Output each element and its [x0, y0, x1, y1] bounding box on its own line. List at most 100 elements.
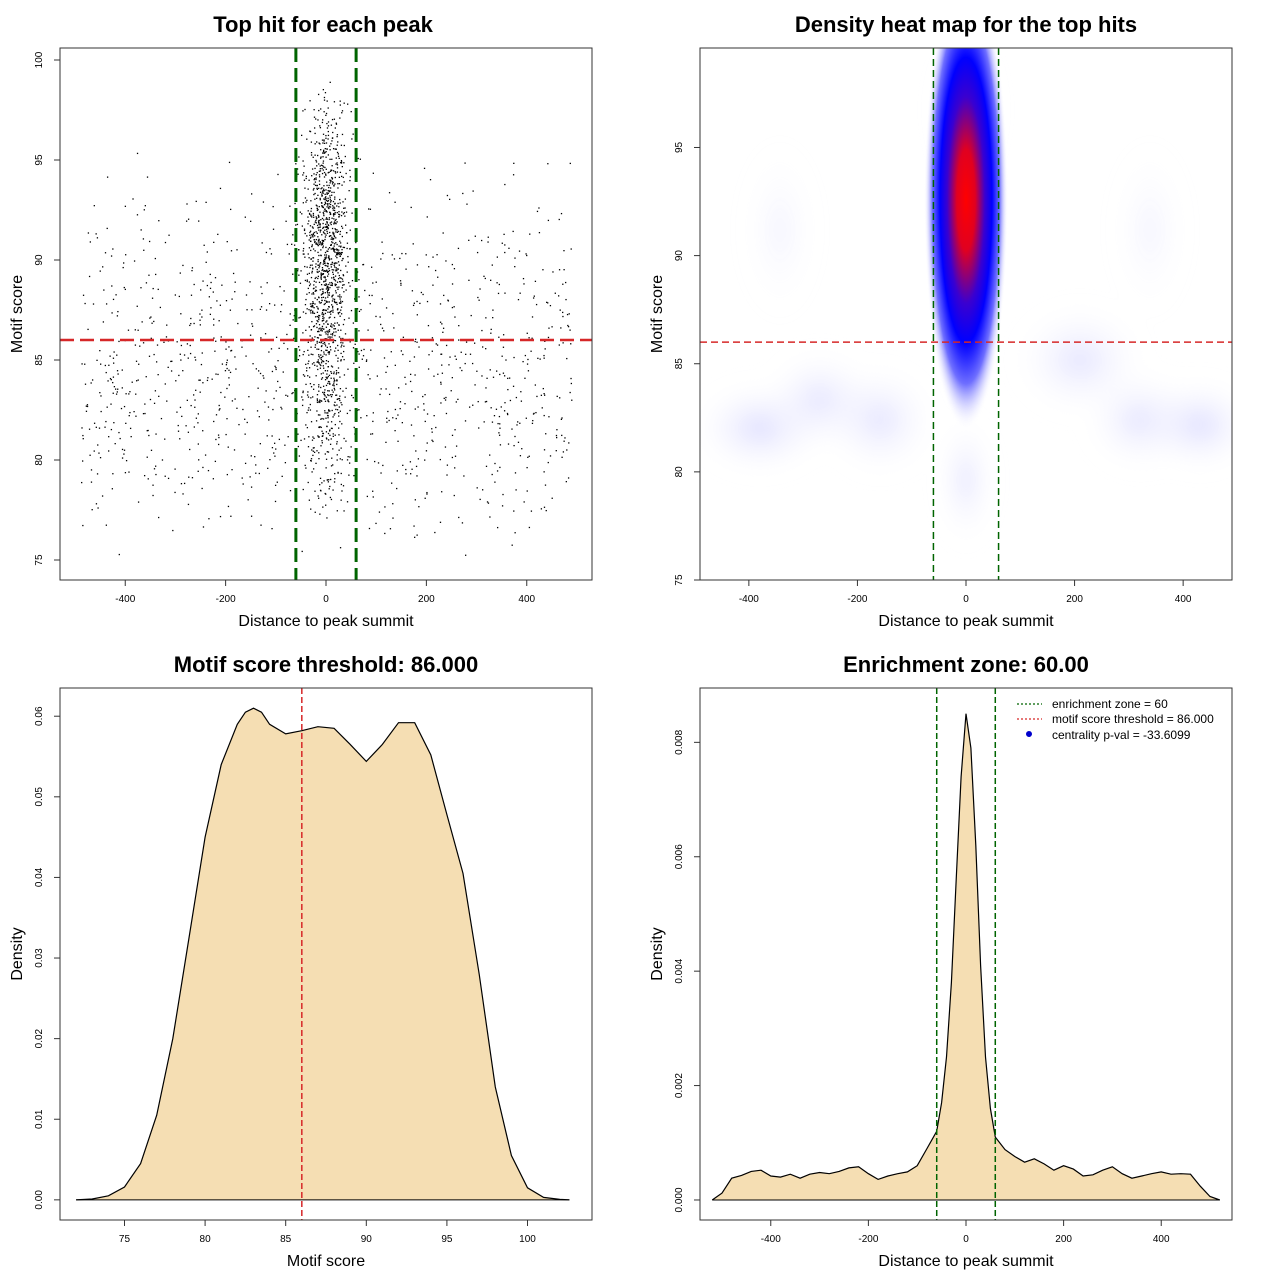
- data-point: [394, 364, 396, 366]
- data-point: [142, 412, 145, 415]
- data-point: [540, 394, 543, 396]
- data-point: [314, 490, 316, 492]
- data-point: [325, 431, 328, 433]
- data-point: [325, 223, 327, 225]
- data-point: [334, 170, 336, 173]
- data-point: [329, 311, 331, 314]
- data-point: [341, 344, 343, 346]
- data-point: [318, 205, 320, 208]
- data-point: [328, 255, 330, 257]
- data-point: [341, 184, 343, 186]
- data-point: [334, 202, 336, 205]
- data-point: [340, 306, 343, 308]
- data-point: [328, 353, 330, 355]
- data-point: [503, 410, 506, 412]
- data-point: [275, 336, 278, 338]
- data-point: [314, 184, 317, 187]
- data-point: [326, 270, 328, 272]
- data-point: [528, 455, 530, 457]
- data-point: [326, 425, 328, 427]
- data-point: [326, 373, 328, 375]
- data-point: [301, 404, 304, 407]
- data-point: [338, 176, 341, 178]
- data-point: [372, 172, 374, 174]
- data-point: [325, 279, 327, 281]
- data-point: [476, 370, 478, 372]
- data-point: [327, 199, 329, 202]
- data-point: [349, 341, 351, 343]
- data-point: [318, 265, 321, 267]
- data-point: [331, 176, 333, 179]
- data-point: [333, 206, 335, 208]
- data-point: [99, 349, 101, 352]
- data-point: [178, 295, 180, 298]
- data-point: [449, 356, 451, 358]
- data-point: [282, 371, 284, 373]
- data-point: [480, 239, 483, 242]
- data-point: [318, 318, 320, 321]
- data-point: [206, 251, 208, 253]
- data-point: [308, 292, 310, 294]
- data-point: [481, 375, 483, 377]
- data-point: [325, 504, 327, 506]
- data-point: [148, 240, 151, 243]
- y-axis-label: Density: [649, 927, 666, 980]
- data-point: [327, 366, 330, 368]
- data-point: [334, 412, 336, 415]
- data-point: [168, 234, 170, 236]
- data-point: [440, 381, 442, 383]
- data-point: [106, 406, 108, 408]
- data-point: [302, 247, 305, 250]
- data-point: [321, 167, 323, 170]
- data-point: [188, 476, 190, 478]
- data-point: [321, 442, 323, 444]
- data-point: [319, 211, 321, 213]
- data-point: [144, 412, 146, 415]
- data-point: [566, 449, 568, 451]
- data-point: [117, 310, 119, 313]
- data-point: [321, 417, 323, 420]
- data-point: [345, 289, 347, 291]
- data-point: [332, 464, 334, 466]
- data-point: [335, 148, 337, 150]
- data-point: [375, 522, 377, 525]
- data-point: [334, 334, 336, 337]
- data-point: [324, 400, 327, 402]
- data-point: [339, 246, 342, 248]
- data-point: [565, 281, 567, 284]
- y-tick-label: 0.000: [674, 1187, 685, 1212]
- data-point: [186, 343, 189, 345]
- data-point: [377, 462, 380, 464]
- data-point: [487, 241, 489, 243]
- data-point: [335, 369, 338, 372]
- data-point: [324, 412, 326, 414]
- data-point: [225, 341, 227, 343]
- data-point: [121, 369, 123, 371]
- data-point: [341, 211, 343, 213]
- data-point: [340, 253, 342, 256]
- data-point: [368, 527, 371, 530]
- data-point: [226, 359, 228, 361]
- data-point: [331, 366, 334, 368]
- data-point: [312, 353, 314, 356]
- data-point: [386, 417, 388, 419]
- data-point: [333, 389, 336, 391]
- data-point: [504, 402, 506, 404]
- data-point: [322, 290, 324, 293]
- data-point: [213, 420, 215, 423]
- data-point: [307, 210, 309, 212]
- data-point: [334, 284, 336, 287]
- data-point: [535, 303, 538, 306]
- data-point: [315, 266, 317, 268]
- data-point: [329, 190, 331, 192]
- data-point: [244, 462, 247, 465]
- data-point: [209, 287, 212, 290]
- data-point: [320, 386, 322, 389]
- data-point: [329, 231, 331, 234]
- data-point: [340, 359, 342, 361]
- data-point: [481, 329, 483, 332]
- data-point: [331, 281, 333, 284]
- data-point: [423, 403, 425, 405]
- data-point: [345, 211, 348, 213]
- data-point: [118, 340, 120, 343]
